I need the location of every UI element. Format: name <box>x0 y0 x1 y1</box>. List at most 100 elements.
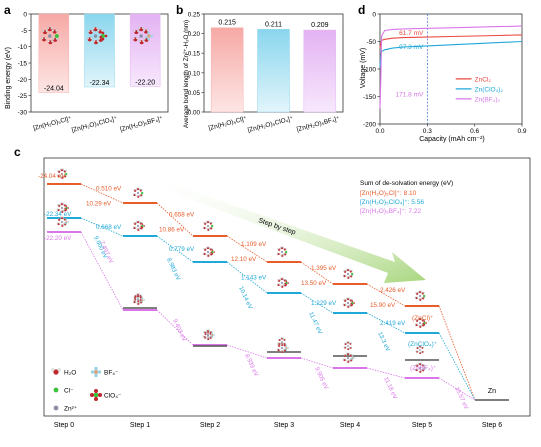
water-hydrogen-atom <box>348 276 351 278</box>
water-hydrogen-atom <box>418 290 420 293</box>
perchlorate-oxygen-atom <box>101 37 105 41</box>
perchlorate-oxygen-atom <box>285 280 288 282</box>
water-hydrogen-atom <box>345 354 347 356</box>
water-hydrogen-atom <box>141 222 143 224</box>
water-hydrogen-atom <box>134 300 137 303</box>
zinc-legend-icon <box>53 405 59 411</box>
water-hydrogen-atom <box>42 29 45 33</box>
water-hydrogen-atom <box>343 346 345 348</box>
water-hydrogen-atom <box>282 285 285 287</box>
water-hydrogen-atom <box>417 350 419 352</box>
fluorine-atom <box>351 355 354 357</box>
cl-step-energy-label: 2.426 eV <box>380 287 406 294</box>
water-hydrogen-atom <box>51 29 55 32</box>
perchlorate-oxygen-atom <box>423 320 426 322</box>
cl-step-energy-label: 1.395 eV <box>311 265 337 272</box>
legend-perchlorate-oxygen <box>94 389 98 393</box>
water-hydrogen-atom <box>423 296 425 299</box>
chloride-atom <box>284 250 288 254</box>
water-hydrogen-atom <box>60 202 62 205</box>
water-hydrogen-atom <box>420 317 422 320</box>
water-hydrogen-atom <box>62 168 64 171</box>
panel-b-ytick-label: 0.10 <box>188 70 201 77</box>
water-hydrogen-atom <box>132 193 135 196</box>
panel-d-ytick-label: 0 <box>372 12 376 19</box>
step-label: Step 2 <box>200 422 220 429</box>
bf4-removal-energy-label: 9.905 eV <box>313 366 329 390</box>
water-hydrogen-atom <box>136 302 138 304</box>
water-hydrogen-atom <box>417 319 419 321</box>
perchlorate-oxygen-atom <box>104 34 108 38</box>
panel-d-letter: d <box>358 3 365 17</box>
panel-a-cluster-image <box>41 26 59 45</box>
clo4-removal-energy-label: 13.3 eV <box>376 331 390 352</box>
water-hydrogen-atom <box>423 292 425 294</box>
water-hydrogen-atom <box>348 268 350 271</box>
zinc-atom <box>137 297 139 299</box>
water-hydrogen-atom <box>208 337 210 340</box>
water-hydrogen-atom <box>346 341 348 343</box>
zinc-atom <box>48 34 52 38</box>
fluorine-atom <box>145 35 148 39</box>
fluorine-atom <box>150 34 154 38</box>
fluorine-atom <box>213 334 216 336</box>
water-hydrogen-atom <box>208 332 211 334</box>
water-hydrogen-atom <box>284 342 287 345</box>
water-hydrogen-atom <box>282 338 285 340</box>
step-by-step-label: Step by step <box>257 217 296 236</box>
water-hydrogen-atom <box>421 364 423 366</box>
water-hydrogen-atom <box>205 222 207 224</box>
water-hydrogen-atom <box>206 228 208 230</box>
water-hydrogen-atom <box>349 354 351 356</box>
clo4-removal-energy-label: 10.14 eV <box>237 286 253 310</box>
water-hydrogen-atom <box>59 170 61 172</box>
water-hydrogen-atom <box>348 305 351 307</box>
water-hydrogen-atom <box>420 351 422 354</box>
panel-a-bar <box>129 13 161 87</box>
clo4-step-energy-label: 0.668 eV <box>96 224 122 231</box>
water-hydrogen-atom <box>134 193 137 196</box>
cl-step-energy-label: 0.658 eV <box>169 212 195 219</box>
zinc-atom <box>346 301 350 305</box>
water-hydrogen-atom <box>421 319 423 321</box>
fluorine-atom <box>65 219 68 221</box>
fluorine-atom <box>425 367 428 369</box>
water-hydrogen-atom <box>134 226 137 229</box>
zinc-atom <box>418 366 422 370</box>
water-hydrogen-atom <box>136 187 138 190</box>
energy-connector <box>226 261 268 294</box>
water-hydrogen-atom <box>132 37 135 40</box>
panel-d-legend-label: Zn(ClO₄)₂ <box>475 86 504 93</box>
water-hydrogen-atom <box>204 332 206 335</box>
water-hydrogen-atom <box>138 293 140 295</box>
perchlorate-oxygen-atom <box>141 223 144 225</box>
water-hydrogen-atom <box>422 346 424 348</box>
water-hydrogen-atom <box>136 299 139 302</box>
water-hydrogen-atom <box>63 218 65 220</box>
perchlorate-oxygen-atom <box>140 225 142 228</box>
panel-b-value-label: 0.215 <box>218 20 236 27</box>
water-hydrogen-atom <box>282 277 284 280</box>
bf4-removal-energy-label: 8.939 eV <box>243 353 259 377</box>
legend-fluorine-atom <box>90 370 95 374</box>
panel-a-cluster-image <box>132 26 154 45</box>
water-hydrogen-atom <box>417 292 419 294</box>
panel-a-ytick-label: -5 <box>21 28 27 35</box>
perchlorate-oxygen-atom <box>141 227 144 229</box>
water-hydrogen-atom <box>209 226 211 229</box>
water-hydrogen-atom <box>138 26 141 30</box>
water-hydrogen-atom <box>418 345 420 347</box>
water-hydrogen-atom <box>418 351 421 354</box>
water-hydrogen-atom <box>133 296 135 298</box>
energy-connector <box>80 183 124 204</box>
energy-connector <box>156 235 194 263</box>
zinc-atom <box>280 281 284 285</box>
chloride-legend-icon <box>53 387 59 393</box>
water-hydrogen-atom <box>417 346 420 349</box>
water-hydrogen-atom <box>421 292 423 294</box>
water-hydrogen-atom <box>139 193 141 196</box>
water-hydrogen-atom <box>283 279 285 281</box>
molecule-legend-label: BF₄⁻ <box>104 370 119 377</box>
perchlorate-oxygen-atom <box>67 207 70 209</box>
